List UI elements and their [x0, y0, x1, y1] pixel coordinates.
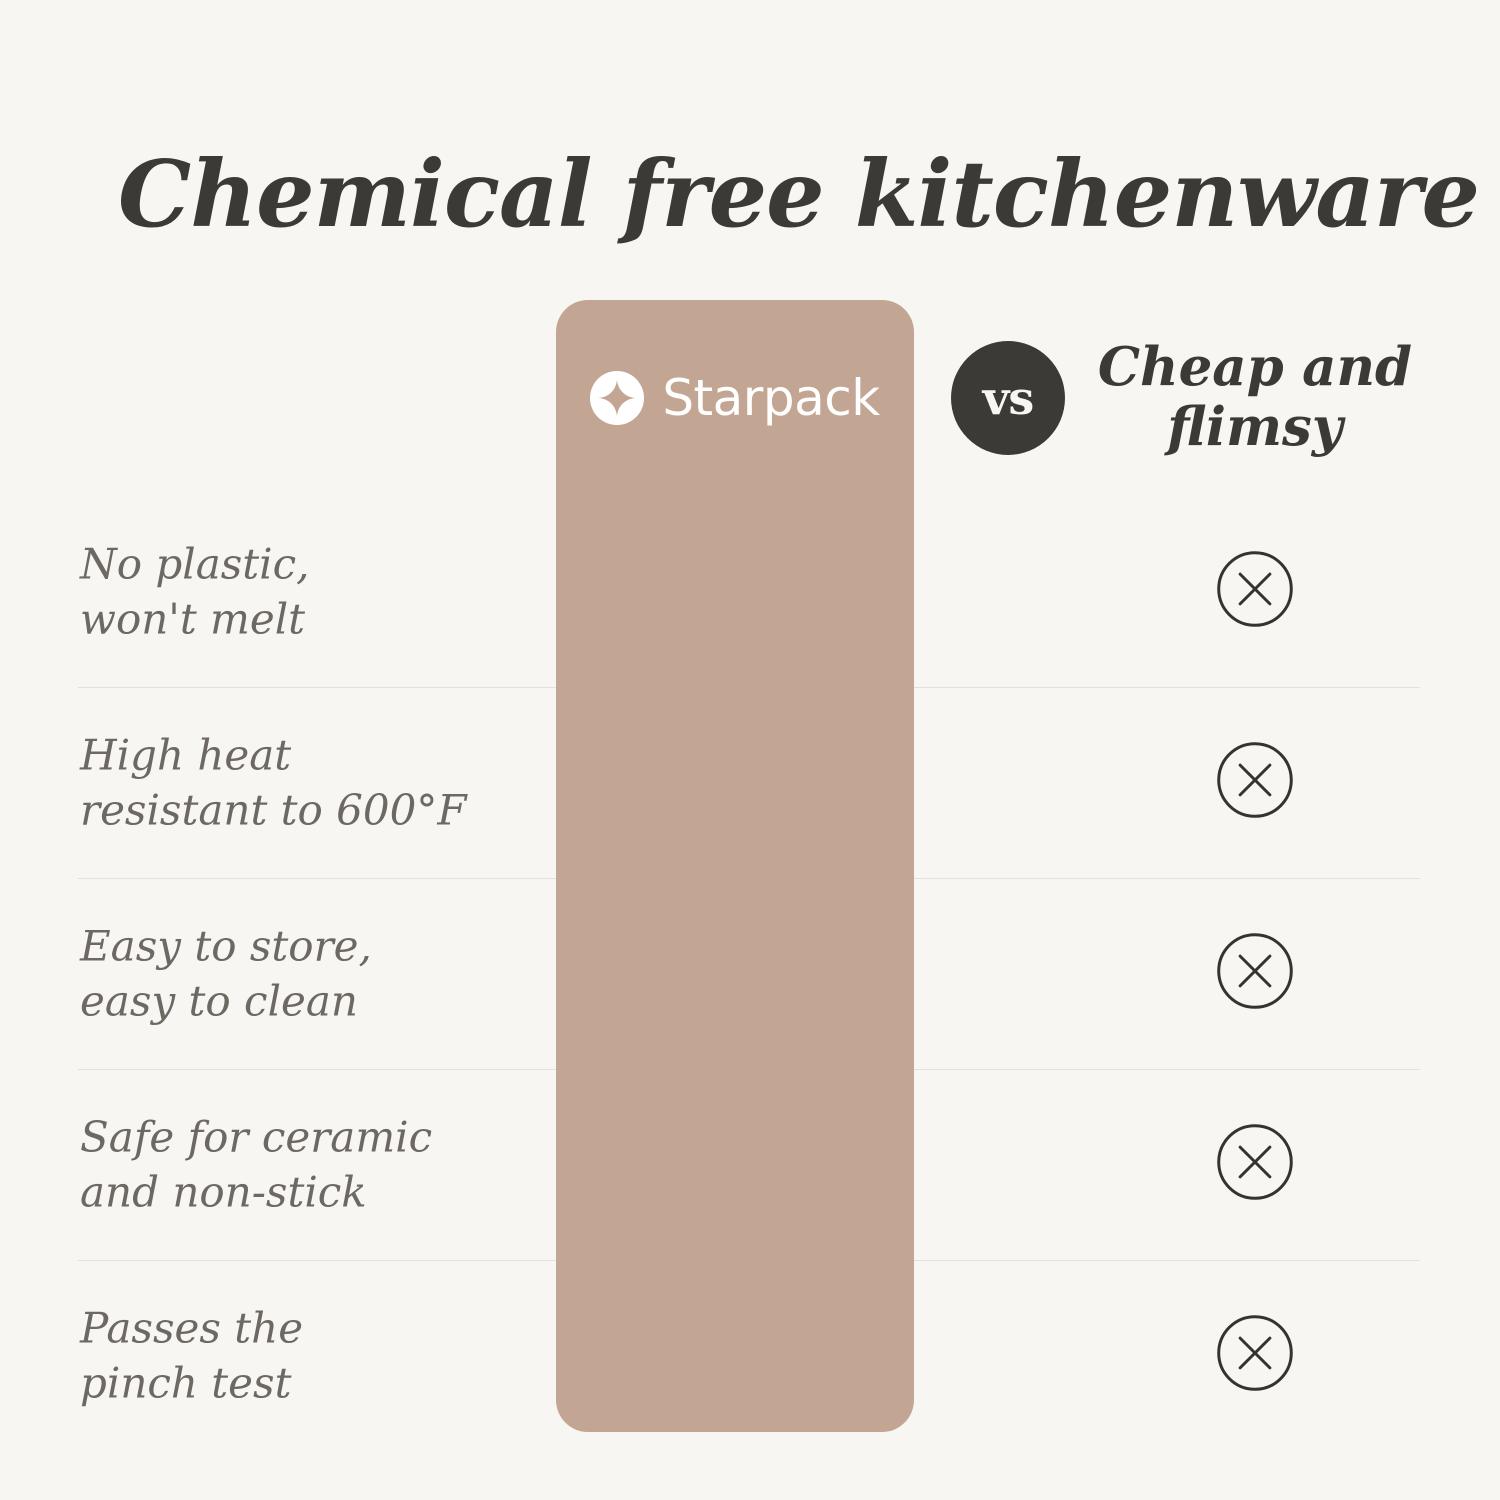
- brand-name: Starpack: [662, 369, 880, 427]
- starpack-star-logo-icon: [590, 371, 645, 425]
- feature-label: Passes the pinch test: [80, 1300, 550, 1411]
- competitor-header-line-2: flimsy: [1167, 395, 1343, 458]
- feature-label-line-1: Easy to store,: [80, 921, 372, 971]
- page-title: Chemical free kitchenware: [118, 139, 1480, 248]
- competitor-cell: [1090, 496, 1420, 687]
- feature-label-line-2: pinch test: [80, 1358, 292, 1408]
- competitor-cell: [1090, 878, 1420, 1069]
- competitor-column-header: Cheap and flimsy: [1090, 336, 1420, 458]
- table-row: No plastic, won't melt: [0, 496, 1500, 687]
- feature-label-line-1: High heat: [80, 730, 292, 780]
- feature-label: High heat resistant to 600°F: [80, 727, 550, 838]
- feature-label-line-1: No plastic,: [80, 539, 310, 589]
- versus-badge: vs: [951, 341, 1065, 455]
- versus-badge-label: vs: [982, 371, 1035, 425]
- cross-circle-icon: [1215, 549, 1295, 634]
- feature-label: Safe for ceramic and non-stick: [80, 1109, 550, 1220]
- feature-label-line-2: won't melt: [80, 594, 306, 644]
- feature-label: No plastic, won't melt: [80, 536, 550, 647]
- cross-circle-icon: [1215, 740, 1295, 825]
- feature-label-line-2: easy to clean: [80, 976, 358, 1026]
- feature-label-line-1: Safe for ceramic: [80, 1112, 433, 1162]
- feature-label-line-2: and non-stick: [80, 1167, 367, 1217]
- competitor-cell: [1090, 687, 1420, 878]
- feature-label: Easy to store, easy to clean: [80, 918, 550, 1029]
- cross-circle-icon: [1215, 1122, 1295, 1207]
- feature-label-line-1: Passes the: [80, 1303, 304, 1353]
- cross-circle-icon: [1215, 1313, 1295, 1398]
- competitor-cell: [1090, 1260, 1420, 1451]
- cross-circle-icon: [1215, 931, 1295, 1016]
- competitor-header-line-1: Cheap and: [1097, 336, 1413, 398]
- brand-column-header: Starpack: [556, 300, 914, 496]
- brand-column-panel: Starpack: [556, 300, 914, 1432]
- feature-label-line-2: resistant to 600°F: [80, 785, 467, 835]
- competitor-cell: [1090, 1069, 1420, 1260]
